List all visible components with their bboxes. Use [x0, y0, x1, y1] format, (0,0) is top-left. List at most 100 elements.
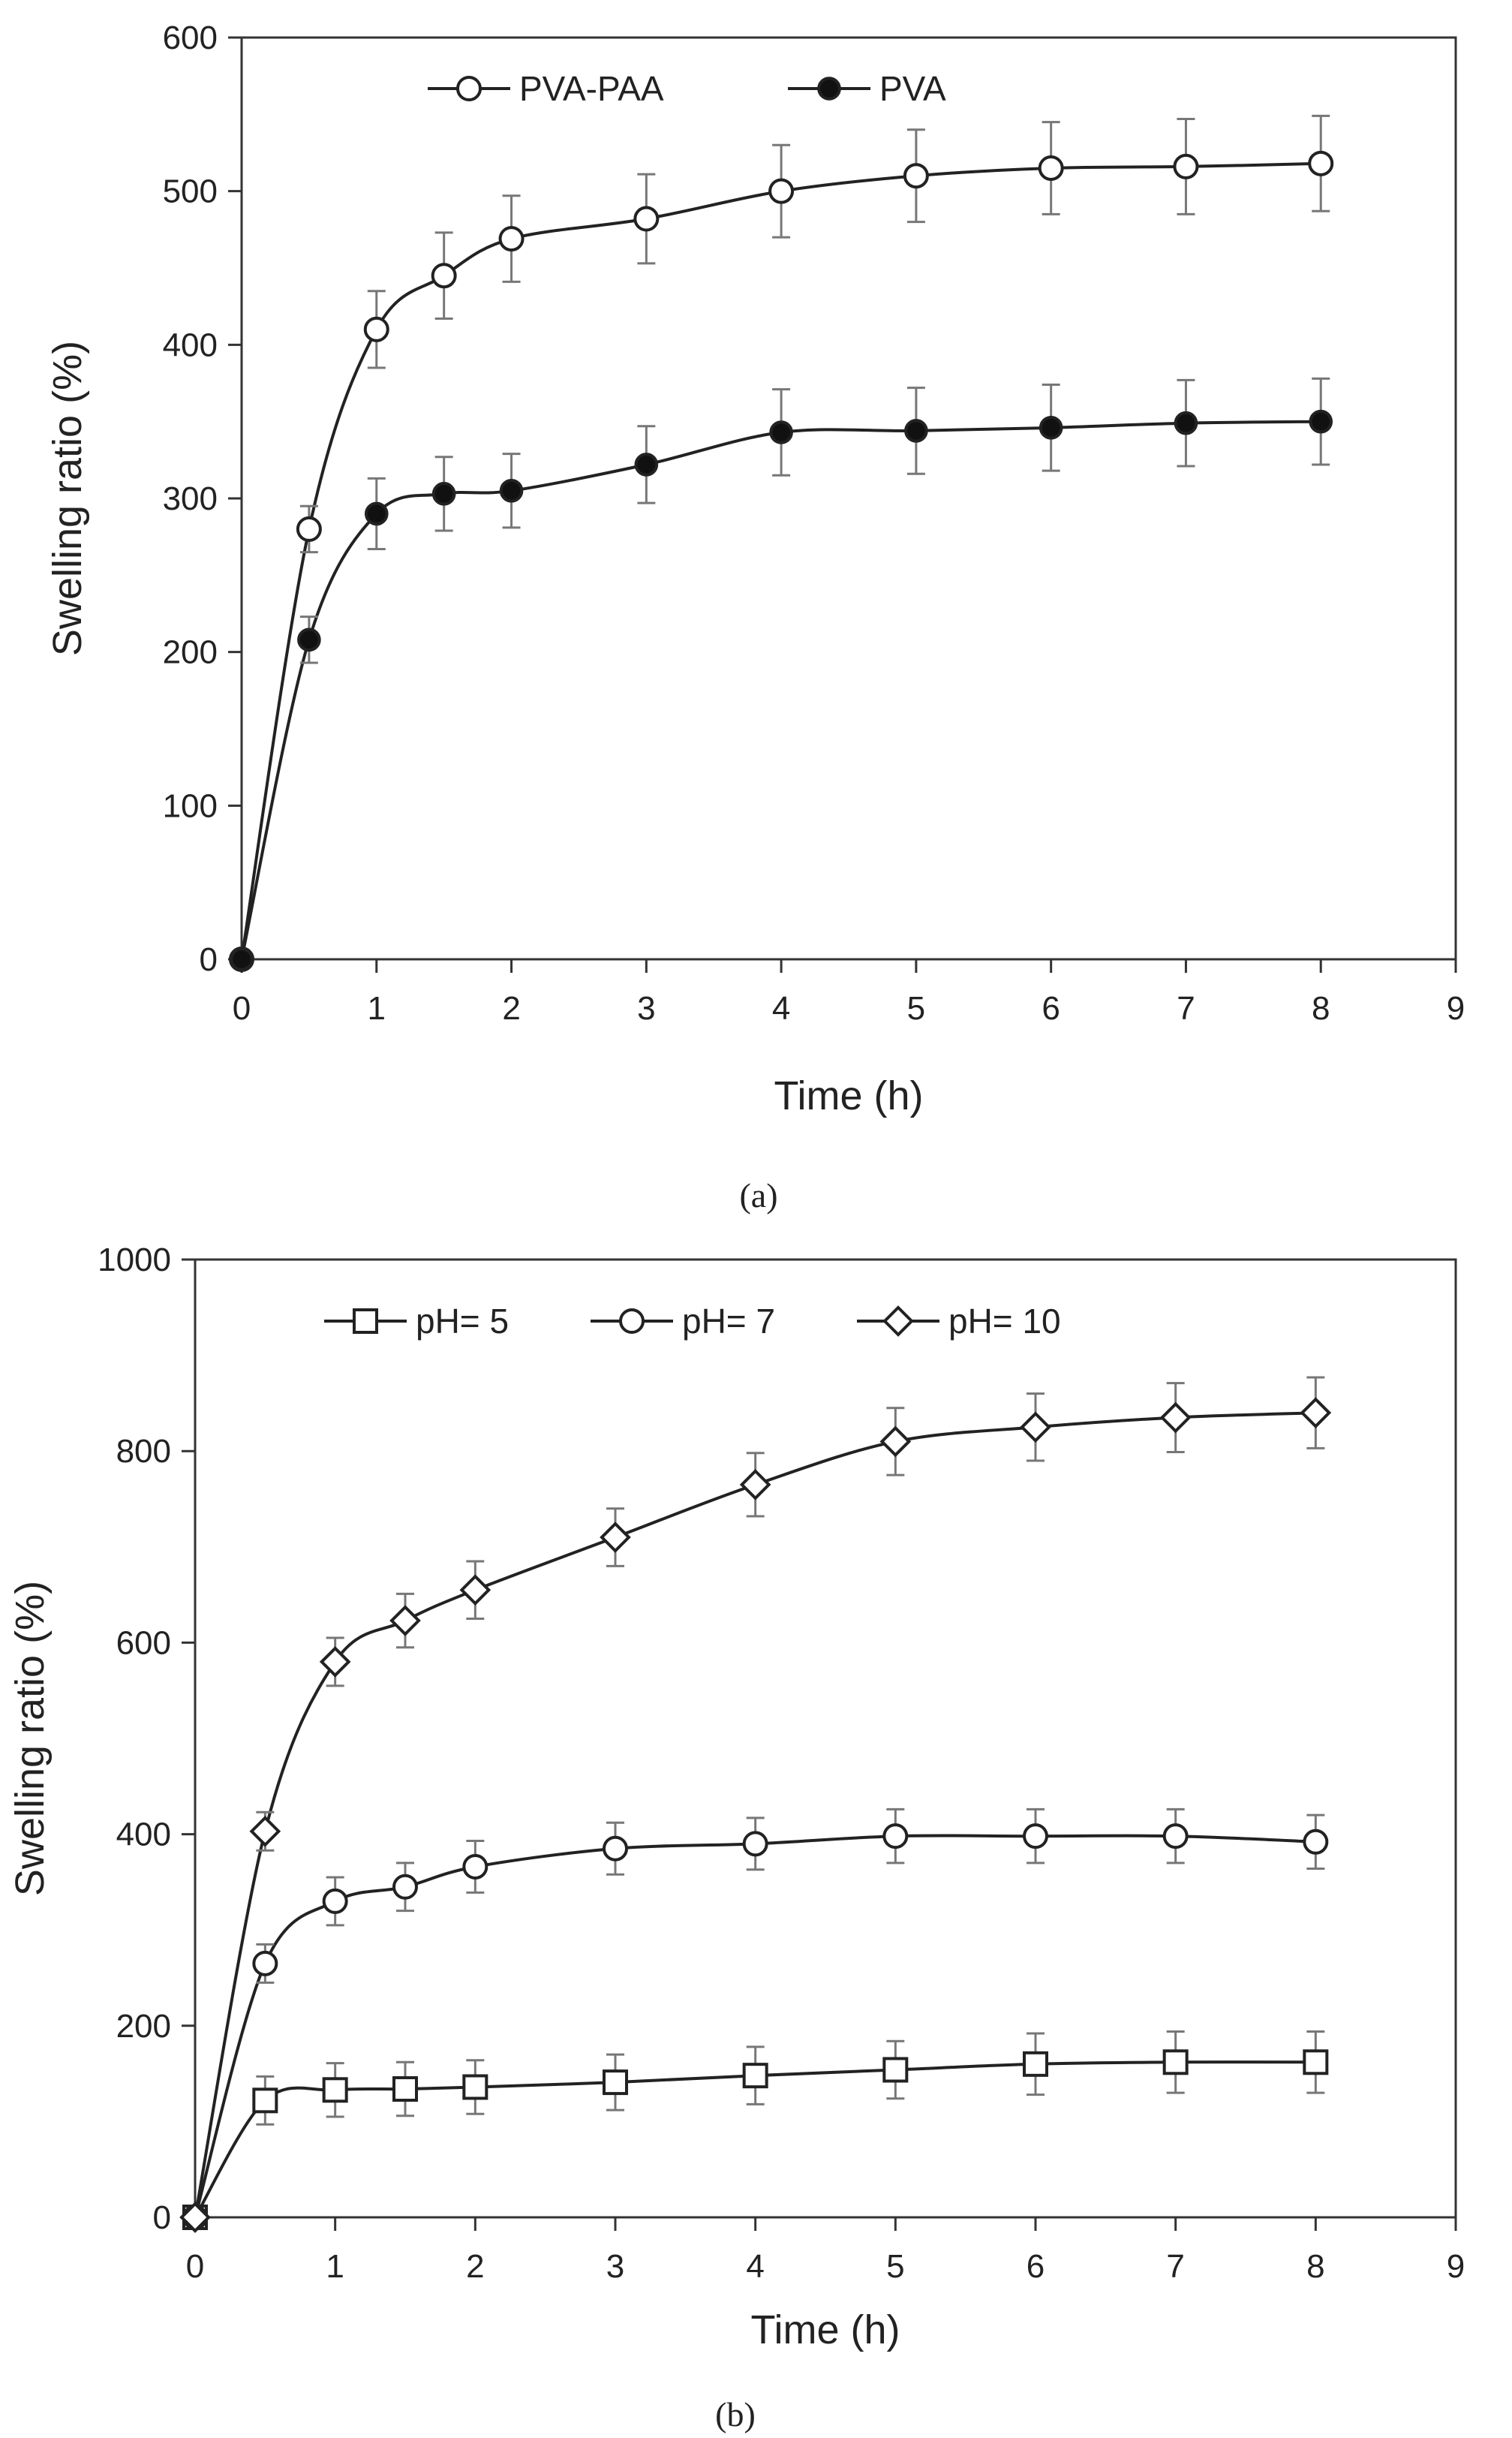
x-tick-label: 9	[1447, 990, 1465, 1027]
y-tick-label: 100	[163, 787, 218, 824]
x-tick-label: 2	[502, 990, 520, 1027]
x-tick-label: 7	[1177, 990, 1195, 1027]
data-point	[498, 226, 525, 252]
data-point	[1303, 2049, 1329, 2075]
plot-frame	[194, 1258, 1457, 2219]
legend-label: pH= 5	[416, 1302, 509, 1341]
data-point	[879, 1425, 912, 1458]
data-point	[633, 206, 660, 232]
data-point	[739, 1469, 771, 1500]
data-point	[1023, 1823, 1048, 1850]
legend-marker	[353, 1308, 378, 1334]
data-point	[600, 1521, 631, 1553]
data-point	[1162, 1823, 1189, 1850]
data-point	[1159, 1401, 1192, 1434]
data-point	[179, 2202, 211, 2233]
panel-label: (b)	[715, 2395, 756, 2433]
x-tick-label: 8	[1306, 2248, 1324, 2285]
x-tick-label: 8	[1312, 990, 1330, 1027]
data-point	[603, 2069, 628, 2096]
y-axis: 0 200 400 600 800 1000	[98, 1242, 195, 2236]
data-point	[1309, 409, 1333, 434]
data-point	[768, 178, 795, 204]
series-pva-paa	[229, 114, 1334, 972]
legend: pH= 5 pH= 7 pH= 10	[324, 1302, 1061, 1341]
series-line	[194, 1411, 1316, 2218]
legend-marker	[882, 1305, 914, 1337]
data-point	[297, 628, 321, 652]
x-tick-label: 5	[886, 2248, 904, 2285]
data-point	[769, 420, 793, 444]
legend-item: PVA	[788, 69, 946, 108]
data-point	[1038, 155, 1064, 181]
data-point	[319, 1646, 351, 1678]
data-point	[462, 2074, 488, 2100]
legend-item: PVA-PAA	[428, 69, 664, 108]
chart-a: 0 1 2 3 4 5 6 7 8 9 0 100 200 300 400 500 600 Time (h) Swe…	[45, 20, 1465, 1214]
data-point	[1174, 411, 1198, 435]
data-point	[882, 2057, 909, 2083]
data-point	[1020, 1411, 1051, 1443]
y-tick-label: 600	[163, 20, 218, 56]
y-axis: 0 100 200 300 400 500 600	[163, 20, 242, 978]
x-tick-label: 2	[466, 2248, 484, 2285]
y-tick-label: 400	[163, 327, 218, 363]
data-point	[296, 516, 322, 542]
data-point	[742, 2063, 768, 2089]
x-tick-label: 0	[186, 2248, 204, 2285]
data-point	[230, 947, 254, 971]
data-point	[431, 263, 457, 289]
data-point	[1300, 1397, 1332, 1428]
legend-item: pH= 5	[324, 1302, 509, 1341]
data-point	[1039, 416, 1063, 440]
x-tick-label: 9	[1447, 2248, 1465, 2285]
x-axis-title: Time (h)	[774, 1073, 924, 1118]
data-point	[462, 1853, 488, 1880]
x-tick-label: 3	[637, 990, 655, 1027]
series-line	[240, 161, 1321, 960]
x-axis: 0 1 2 3 4 5 6 7 8 9	[233, 959, 1465, 1027]
y-tick-label: 200	[163, 634, 218, 671]
x-axis: 0 1 2 3 4 5 6 7 8 9	[186, 2217, 1465, 2285]
panel-label: (a)	[739, 1176, 777, 1214]
x-tick-label: 1	[326, 2248, 344, 2285]
y-tick-label: 0	[153, 2199, 171, 2236]
data-point	[903, 163, 929, 189]
legend-item: pH= 10	[857, 1302, 1061, 1341]
data-point	[322, 2077, 348, 2103]
legend-label: PVA	[879, 69, 946, 108]
data-point	[1308, 150, 1334, 176]
series-line	[194, 2060, 1316, 2219]
series-ph-10	[179, 1376, 1332, 2233]
x-tick-label: 3	[606, 2248, 624, 2285]
data-point	[499, 478, 524, 503]
data-point	[392, 2076, 418, 2102]
data-point	[389, 1605, 421, 1636]
y-tick-label: 1000	[98, 1242, 171, 1278]
data-point	[603, 1835, 628, 1862]
y-tick-label: 800	[116, 1433, 171, 1470]
legend-marker	[456, 76, 482, 101]
data-point	[431, 482, 456, 506]
data-point	[882, 1823, 909, 1850]
x-tick-label: 6	[1027, 2248, 1045, 2285]
legend-marker	[817, 77, 841, 101]
x-tick-label: 6	[1042, 990, 1060, 1027]
legend-marker	[619, 1308, 645, 1334]
data-point	[252, 2087, 278, 2114]
legend-label: pH= 7	[682, 1302, 775, 1341]
data-point	[1303, 1828, 1329, 1855]
chart-b: 0 1 2 3 4 5 6 7 8 9 0 200 400 600 800 1000 Time (h) Swell…	[8, 1242, 1465, 2433]
x-tick-label: 4	[746, 2248, 764, 2285]
x-tick-label: 7	[1166, 2248, 1184, 2285]
y-tick-label: 0	[200, 941, 218, 978]
series-line	[240, 420, 1321, 960]
data-point	[364, 501, 389, 526]
data-point	[459, 1574, 491, 1606]
x-tick-label: 5	[907, 990, 925, 1027]
series-ph-5	[182, 2030, 1329, 2230]
legend: PVA-PAA PVA	[428, 69, 946, 108]
series-ph-7	[182, 1807, 1329, 2230]
data-point	[1162, 2049, 1189, 2075]
y-axis-title: Swelling ratio (%)	[45, 341, 90, 656]
